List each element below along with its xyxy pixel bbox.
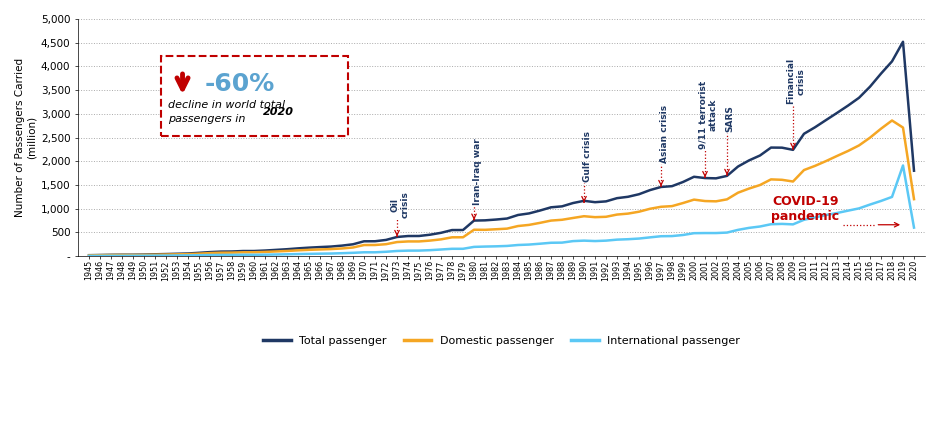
Text: decline in world total
passengers in: decline in world total passengers in	[168, 100, 286, 124]
Text: COVID-19
pandemic: COVID-19 pandemic	[771, 195, 839, 223]
Text: 9/11 terrorist
attack: 9/11 terrorist attack	[698, 81, 718, 149]
Domestic passenger	[886, 118, 898, 123]
Total passenger	[908, 168, 919, 174]
Domestic passenger	[369, 243, 381, 248]
Domestic passenger	[512, 223, 524, 229]
Domestic passenger	[744, 186, 755, 191]
Domestic passenger	[908, 197, 919, 202]
Total passenger	[84, 252, 95, 258]
Line: Total passenger: Total passenger	[89, 42, 914, 255]
International passenger	[611, 237, 622, 243]
Y-axis label: Number of Passengers Carried
(million): Number of Passengers Carried (million)	[15, 58, 37, 217]
Total passenger	[898, 39, 909, 44]
Domestic passenger	[84, 253, 95, 258]
Domestic passenger	[634, 209, 645, 214]
Total passenger	[634, 191, 645, 197]
Total passenger	[611, 195, 622, 201]
Total passenger	[512, 212, 524, 218]
International passenger	[898, 163, 909, 168]
Total passenger	[161, 251, 172, 257]
International passenger	[161, 253, 172, 258]
Text: Gulf crisis: Gulf crisis	[583, 131, 592, 182]
International passenger	[512, 243, 524, 248]
Line: Domestic passenger: Domestic passenger	[89, 121, 914, 255]
Text: Asian crisis: Asian crisis	[660, 105, 668, 163]
Total passenger	[744, 158, 755, 163]
Legend: Total passenger, Domestic passenger, International passenger: Total passenger, Domestic passenger, Int…	[258, 331, 744, 350]
Polygon shape	[161, 56, 348, 136]
Text: Financial
crisis: Financial crisis	[787, 58, 806, 104]
Text: Iran-Iraq war: Iran-Iraq war	[473, 138, 482, 205]
International passenger	[908, 225, 919, 230]
Line: International passenger: International passenger	[89, 166, 914, 256]
Domestic passenger	[161, 252, 172, 257]
Text: Oil
crisis: Oil crisis	[391, 191, 410, 218]
International passenger	[84, 253, 95, 259]
International passenger	[369, 250, 381, 255]
International passenger	[744, 225, 755, 231]
Text: -60%: -60%	[205, 72, 274, 96]
Text: SARS: SARS	[726, 105, 735, 132]
International passenger	[634, 236, 645, 241]
Domestic passenger	[611, 212, 622, 217]
Total passenger	[369, 239, 381, 244]
Text: 2020: 2020	[263, 107, 294, 117]
